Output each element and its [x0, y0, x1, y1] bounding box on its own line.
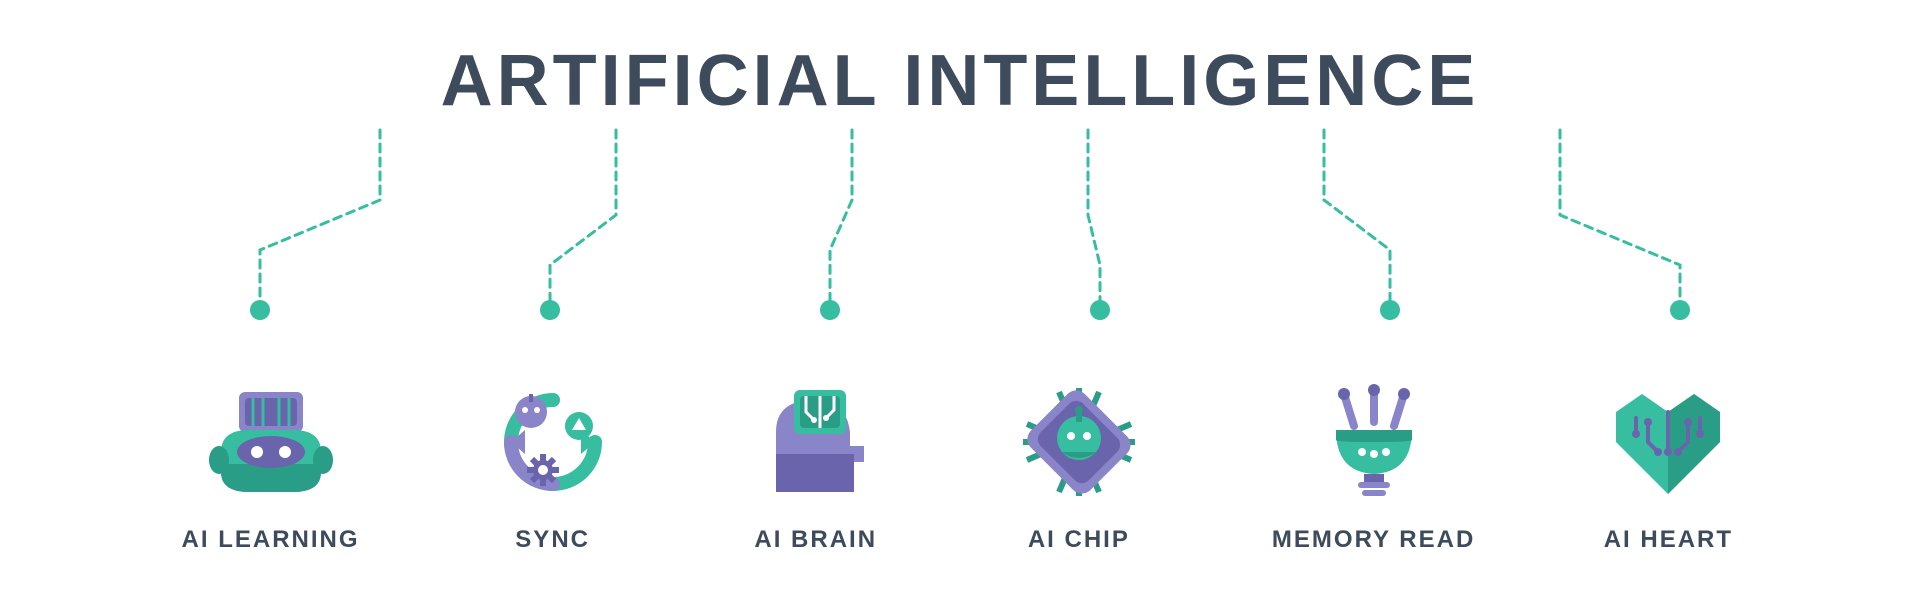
- item-ai-learning: AI LEARNING: [182, 382, 360, 554]
- item-label: MEMORY READ: [1272, 526, 1475, 554]
- item-label: AI LEARNING: [182, 526, 360, 554]
- brain-chip-icon: [746, 382, 886, 502]
- chip-robot-icon: [1009, 382, 1149, 502]
- item-label: AI HEART: [1604, 526, 1733, 554]
- item-label: SYNC: [515, 526, 590, 554]
- heart-circuit-icon: [1598, 382, 1738, 502]
- item-label: AI CHIP: [1028, 526, 1130, 554]
- item-sync: SYNC: [483, 382, 623, 554]
- robot-learning-icon: [201, 382, 341, 502]
- item-ai-heart: AI HEART: [1598, 382, 1738, 554]
- item-ai-brain: AI BRAIN: [746, 382, 886, 554]
- sync-cycle-icon: [483, 382, 623, 502]
- item-row: AI LEARNING SYNC: [0, 382, 1920, 554]
- memory-probe-icon: [1304, 382, 1444, 502]
- main-title: ARTIFICIAL INTELLIGENCE: [441, 40, 1480, 122]
- item-memory-read: MEMORY READ: [1272, 382, 1475, 554]
- item-label: AI BRAIN: [754, 526, 877, 554]
- item-ai-chip: AI CHIP: [1009, 382, 1149, 554]
